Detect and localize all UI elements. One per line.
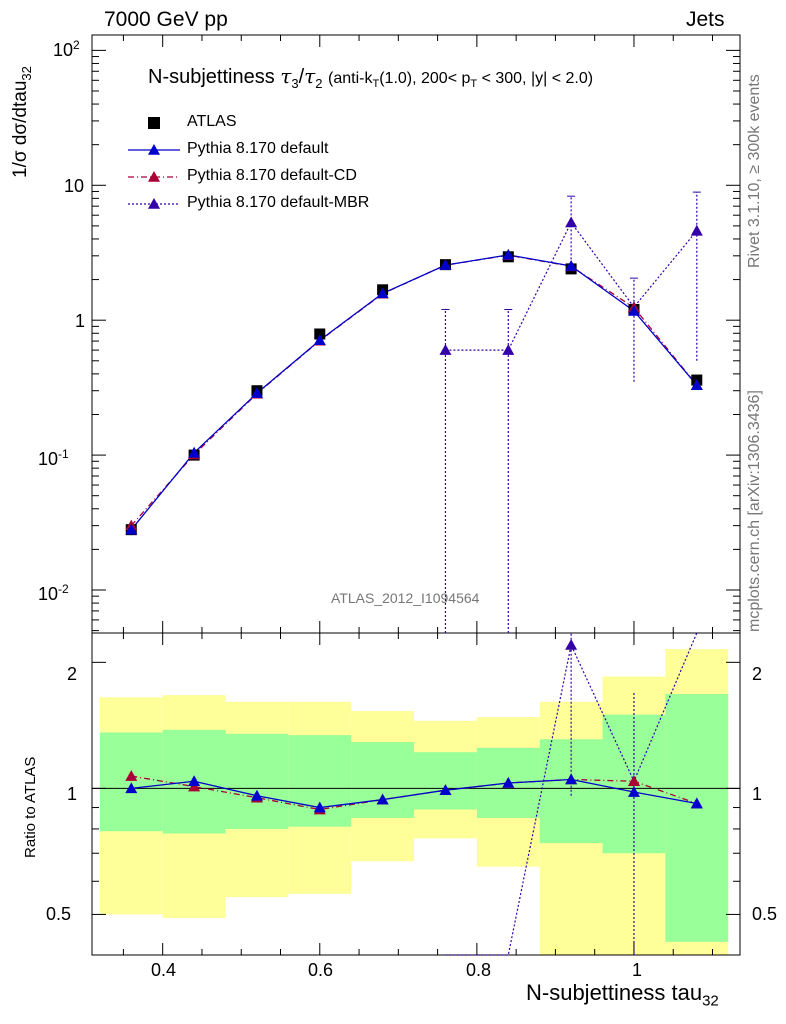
ylabel-main-sub: 32 [18, 66, 34, 81]
default-ratio-line [131, 778, 697, 809]
y-tick-base: 10 [53, 40, 74, 60]
xlabel-sub: 32 [702, 992, 719, 1010]
ratio-band-green [665, 694, 729, 942]
header-energy-label: 7000 GeV pp [104, 8, 228, 31]
title-sel-t2: T [470, 78, 478, 91]
ratio-band-green [225, 733, 289, 829]
y-tick-label-ratio-right: 1 [752, 784, 763, 804]
mbr-marker [565, 216, 578, 228]
y-tick-label-ratio: 0.5 [46, 904, 72, 924]
legend-label-cd: Pythia 8.170 default-CD [187, 167, 357, 184]
analysis-id-label: ATLAS_2012_I1094564 [331, 590, 480, 606]
plot-frames [91, 34, 741, 956]
y-tick-base: 10 [38, 449, 59, 469]
default-marker [565, 260, 578, 271]
y-tick-label-ratio: 2 [67, 664, 78, 684]
default-ratio-marker [627, 786, 640, 797]
legend-label-mbr: Pythia 8.170 default-MBR [187, 194, 370, 211]
y-tick-label-ratio-right: 0.5 [752, 904, 778, 924]
ratio-plot-frame [91, 632, 741, 956]
y-tick-base: 10 [38, 584, 59, 604]
cd-ratio-marker [125, 770, 138, 781]
legend-marker-atlas [148, 117, 160, 129]
ratio-band-green [414, 752, 477, 810]
rivet-version-label: Rivet 3.1.10, ≥ 300k events [746, 74, 763, 268]
title-sub3: 3 [291, 76, 299, 91]
y-tick-label-main: 102 [53, 38, 80, 61]
title-slash: / [298, 66, 305, 88]
legend-label-atlas: ATLAS [187, 113, 237, 130]
mbr-marker [439, 344, 452, 355]
mbr-marker [690, 224, 703, 236]
default-ratio-marker [188, 775, 201, 787]
title-sel-a: (anti-k [328, 70, 373, 87]
legend-marker-mbr [148, 198, 160, 209]
default-marker [439, 259, 452, 270]
default-ratio-marker [125, 782, 138, 794]
title-sel-b: (1.0), 200< p [379, 70, 471, 87]
x-tick-label: 0.8 [466, 960, 492, 980]
y-tick-label-main: 10-1 [38, 447, 69, 470]
title-selection: (anti-kT(1.0), 200< pT < 300, |y| < 2.0) [328, 70, 594, 91]
default-ratio-marker [565, 773, 578, 785]
title-tau3: τ [280, 64, 292, 88]
ylabel-main-text: 1/σ dσ/dtau [10, 80, 31, 178]
default-marker [502, 248, 515, 260]
default-ratio-marker [690, 797, 703, 809]
mbr-marker [502, 344, 515, 355]
default-marker [376, 287, 389, 299]
y-tick-exp: 2 [73, 38, 80, 52]
default-marker [250, 387, 263, 398]
y-tick-label-main: 1 [75, 311, 85, 332]
y-tick-label-main: 10-2 [38, 582, 69, 605]
y-axis-label-ratio: Ratio to ATLAS [22, 756, 39, 858]
axis-ticks [92, 35, 740, 956]
y-tick-label-ratio-right: 2 [752, 664, 763, 684]
x-axis-label: N-subjettiness tau32 [526, 980, 719, 1009]
title-sel-t: T [372, 78, 380, 91]
y-tick-exp: -1 [58, 447, 69, 461]
y-tick-label-ratio: 1 [67, 784, 78, 804]
xlabel-text: N-subjettiness tau [526, 980, 703, 1005]
default-marker [125, 523, 138, 535]
title-sel-c: < 300, |y| < 2.0) [477, 70, 594, 87]
default-ratio-marker [313, 801, 326, 813]
atlas-data-point [314, 328, 326, 340]
default-marker [690, 379, 703, 390]
legend-marker-cd [148, 171, 160, 182]
ratio-band-green [351, 742, 415, 818]
mcplots-source-label: mcplots.cern.ch [arXiv:1306.3436] [746, 390, 763, 632]
y-axis-label-main: 1/σ dσ/dtau32 [10, 66, 34, 178]
series-layer [125, 191, 703, 956]
y-tick-base: 1 [75, 311, 86, 331]
default-ratio-marker [376, 793, 389, 805]
ratio-uncertainty-bands [99, 649, 729, 955]
cd-ratio-marker [627, 775, 640, 787]
default-ratio-marker [439, 784, 452, 796]
y-tick-exp: -2 [58, 582, 69, 596]
y-tick-label-main: 10 [64, 176, 84, 197]
legend-marker-default [148, 144, 160, 155]
x-tick-label: 1 [632, 960, 643, 980]
default-marker [627, 304, 640, 316]
ratio-band-green [99, 732, 163, 832]
title-sub2: 2 [315, 76, 323, 91]
default-ratio-marker [502, 776, 515, 788]
mbr-ratio-marker [565, 638, 578, 650]
default-marker [313, 334, 326, 346]
default-ratio-marker [250, 789, 263, 801]
title-main: N-subjettiness [148, 66, 275, 88]
mbr-ratio-line [445, 632, 698, 956]
header-category-label: Jets [686, 8, 725, 31]
plot-title: N-subjettiness τ3/τ2 (anti-kT(1.0), 200<… [148, 64, 593, 91]
legend-label-default: Pythia 8.170 default [187, 140, 329, 157]
x-tick-label: 0.4 [151, 960, 177, 980]
default-main-line [130, 254, 698, 531]
default-marker [188, 446, 201, 458]
legend-markers [128, 117, 180, 209]
x-tick-label: 0.6 [308, 960, 334, 980]
title-tau2: τ [304, 64, 316, 88]
y-tick-base: 10 [64, 176, 85, 196]
